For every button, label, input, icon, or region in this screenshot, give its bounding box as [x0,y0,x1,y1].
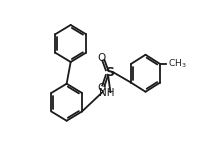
Text: O: O [97,83,105,93]
Text: O: O [97,53,105,63]
Text: S: S [106,66,115,79]
Text: NH: NH [99,88,115,98]
Text: CH$_3$: CH$_3$ [168,58,186,70]
